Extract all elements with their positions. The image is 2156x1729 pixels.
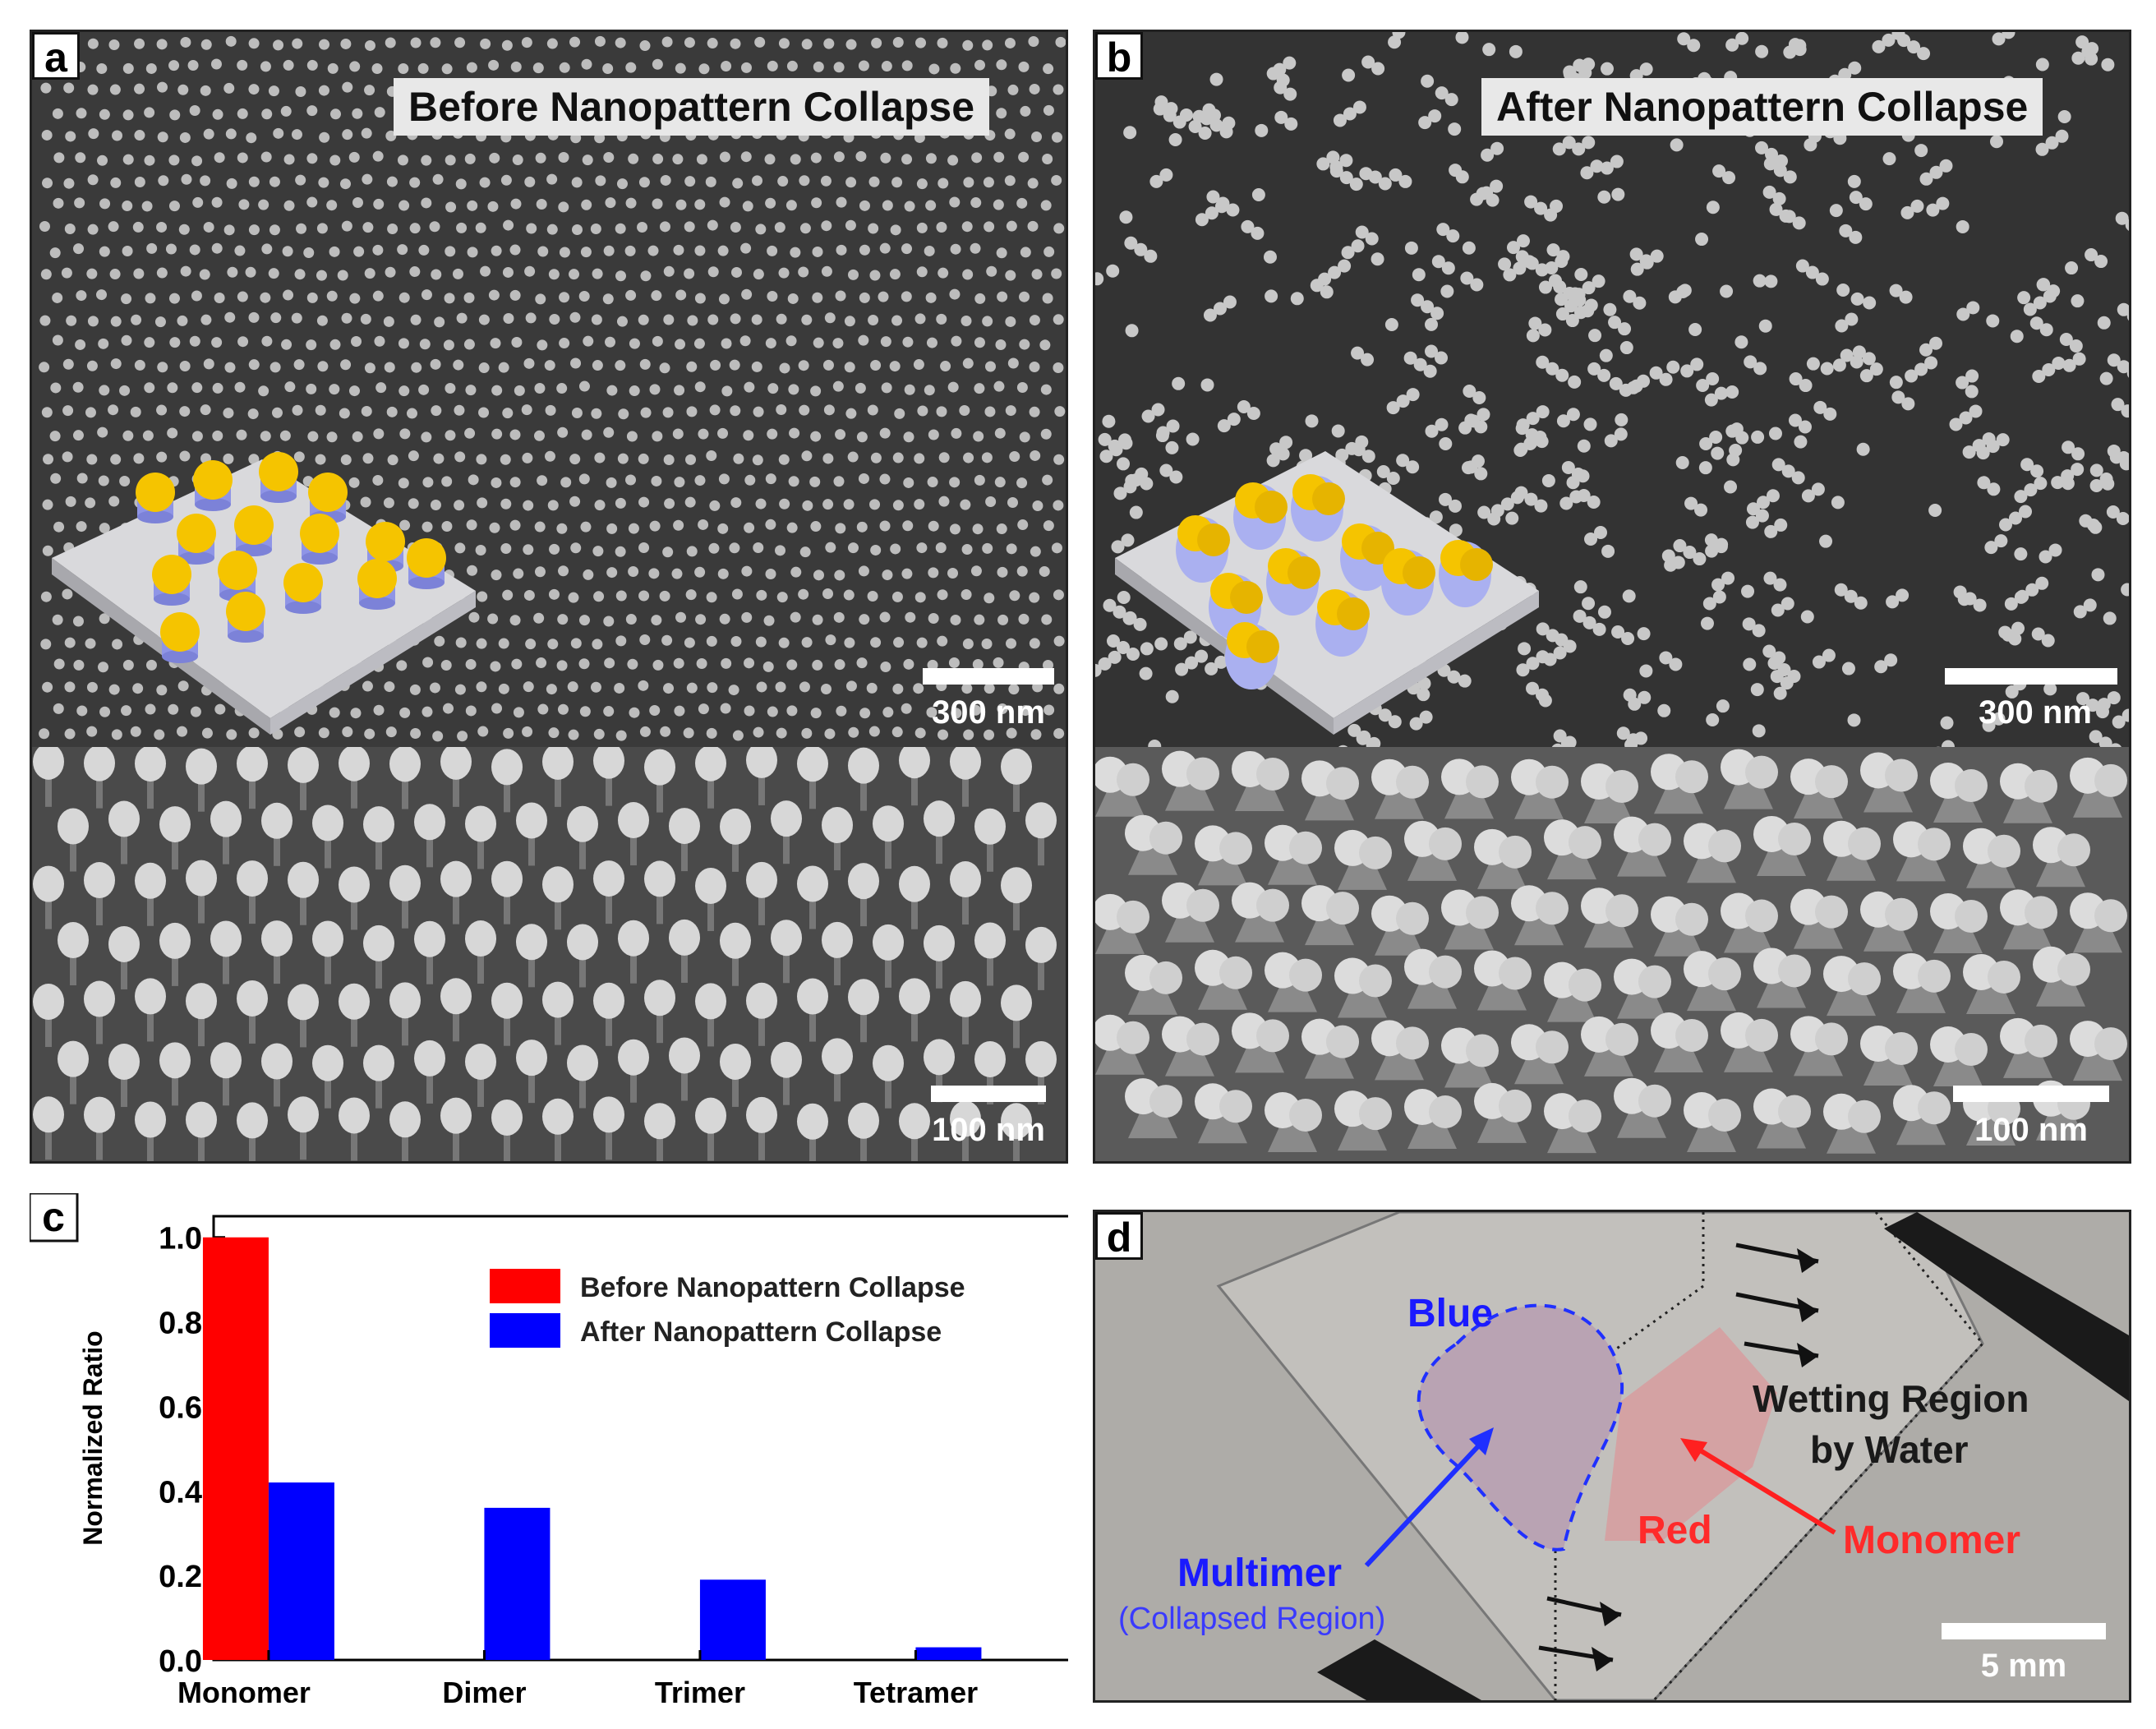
before-collapse-schematic	[52, 452, 476, 735]
collapsed-nanodot-pattern	[1095, 32, 2129, 747]
panel-d-scale-label: 5 mm	[1980, 1648, 2067, 1684]
gold-cap-icon	[152, 555, 191, 594]
y-tick-label: 0.2	[159, 1560, 202, 1594]
red-monomer-region	[1605, 1327, 1777, 1541]
panel-b-bottom-scale-bar	[1953, 1086, 2109, 1102]
monomer-label: Monomer	[1843, 1519, 2020, 1562]
multimer-arrow	[1364, 1432, 1492, 1568]
panel-b-top-sem-image	[1095, 32, 2129, 747]
after-collapse-schematic	[1115, 451, 1539, 735]
gold-cap-icon	[259, 452, 298, 491]
y-axis-label: Normalized Ratio	[78, 1330, 108, 1545]
blue-multimer-region	[1417, 1303, 1624, 1551]
bar-monomer-after	[268, 1482, 334, 1660]
plot-frame	[212, 1215, 1068, 1662]
legend-label: Before Nanopattern Collapse	[580, 1272, 965, 1303]
y-tick-label: 0.4	[159, 1475, 202, 1510]
substrate-photo	[1216, 1212, 2129, 1700]
panel-b-title: After Nanopattern Collapse	[1481, 78, 2043, 136]
panel-b-label: b	[1095, 32, 1143, 81]
tweezer-top	[1884, 1212, 2129, 1401]
panel-a-bottom-sem-image	[32, 747, 1066, 1161]
blue-label: Blue	[1407, 1292, 1494, 1335]
bar-tetramer-after	[915, 1647, 982, 1660]
gold-cap-icon	[218, 551, 257, 590]
gold-cap-icon	[308, 473, 348, 512]
gold-cap-icon	[177, 514, 216, 553]
y-tick-label: 0.0	[159, 1644, 202, 1679]
gold-cap-icon	[283, 563, 323, 602]
gold-cap-icon	[160, 612, 200, 652]
y-tick-label: 0.6	[159, 1390, 202, 1425]
panel-a-bottom-scale-label: 100 nm	[932, 1112, 1045, 1148]
panel-b-bottom-scale-label: 100 nm	[1974, 1112, 2088, 1148]
panel-a-top-sem-image	[32, 32, 1066, 747]
panel-a-bottom-scale-bar	[931, 1086, 1046, 1102]
panel-b: b After Nanopattern Collapse 300 nm 100 …	[1093, 30, 2131, 1164]
panel-a-top-scale-label: 300 nm	[932, 694, 1045, 731]
gold-cap-icon	[136, 473, 175, 512]
gold-cap-icon	[226, 592, 265, 631]
wetting-region-label-line1: Wetting Region	[1753, 1377, 2029, 1420]
multimer-label: Multimer	[1177, 1551, 1343, 1595]
panel-c-bar-chart: c 0.0 0.2 0.4 0.6 0.8 1.0 Normalized Ratio Monom…	[30, 1193, 1068, 1703]
panel-d: d Blue Red Wetting Region by Water Multi…	[1093, 1210, 2131, 1703]
panel-b-top-scale-bar	[1945, 668, 2117, 685]
panel-c: c 0.0 0.2 0.4 0.6 0.8 1.0 Normalized Ratio Monom…	[30, 1193, 1068, 1703]
red-label: Red	[1638, 1509, 1712, 1552]
panel-c-label-box	[30, 1193, 79, 1243]
monomer-arrow	[1685, 1440, 1836, 1535]
x-tick-label: Dimer	[442, 1676, 526, 1703]
wetting-region-label-line2: by Water	[1810, 1428, 1969, 1471]
x-tick-label: Tetramer	[854, 1676, 978, 1703]
collapsed-tilted-pillars	[1095, 749, 2127, 1154]
panel-d-photo	[1095, 1212, 2129, 1700]
gold-cap-icon	[366, 522, 405, 561]
bar-dimer-after	[484, 1507, 551, 1660]
gold-cap-icon	[300, 514, 339, 553]
legend-label: After Nanopattern Collapse	[580, 1316, 942, 1348]
gold-cap-icon	[407, 538, 446, 578]
panel-a-label: a	[32, 32, 80, 81]
legend-swatch	[490, 1313, 560, 1348]
panel-a-title: Before Nanopattern Collapse	[394, 78, 990, 136]
legend-swatch	[490, 1269, 560, 1303]
panel-d-scale-bar	[1942, 1623, 2106, 1639]
panel-a: a Before Nanopattern Collapse 300 nm 100…	[30, 30, 1068, 1164]
gold-cap-icon	[234, 505, 274, 545]
tweezer-bottom	[1317, 1639, 1481, 1700]
y-tick-label: 0.8	[159, 1307, 202, 1341]
panel-a-top-scale-bar	[923, 668, 1054, 685]
gold-cap-icon	[193, 460, 233, 500]
panel-d-label: d	[1095, 1212, 1143, 1261]
panel-c-label: c	[42, 1194, 65, 1240]
collapsed-region-label: (Collapsed Region)	[1118, 1602, 1386, 1636]
gold-cap-icon	[357, 559, 397, 598]
bar-trimer-after	[699, 1579, 766, 1660]
bar-monomer-before	[202, 1237, 269, 1660]
y-tick-label: 1.0	[159, 1222, 202, 1256]
wetting-boundary	[1554, 1212, 1705, 1700]
x-tick-label: Trimer	[655, 1676, 745, 1703]
tilted-pillars	[33, 747, 1057, 1161]
panel-b-top-scale-label: 300 nm	[1979, 694, 2092, 731]
x-tick-label: Monomer	[177, 1676, 311, 1703]
